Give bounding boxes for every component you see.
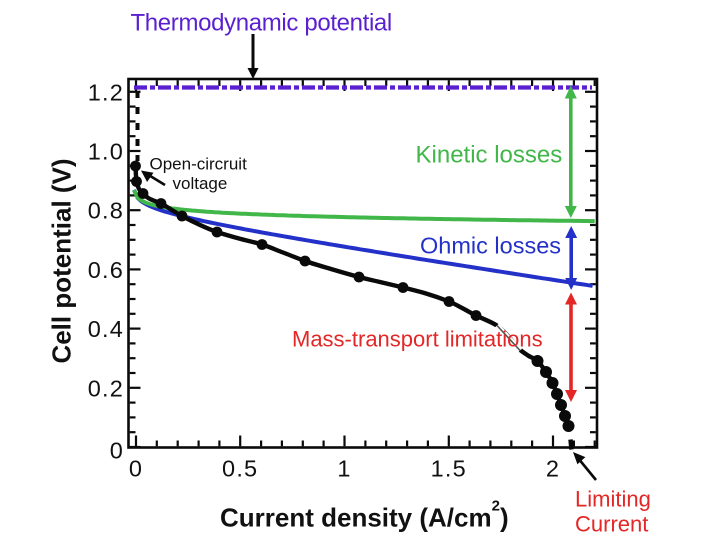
svg-text:voltage: voltage bbox=[173, 174, 228, 193]
svg-text:0.6: 0.6 bbox=[88, 257, 124, 283]
svg-text:Ohmic losses: Ohmic losses bbox=[420, 233, 561, 259]
svg-text:Mass-transport limitations: Mass-transport limitations bbox=[292, 327, 543, 352]
svg-text:Kinetic losses: Kinetic losses bbox=[416, 142, 563, 169]
svg-text:0: 0 bbox=[129, 456, 143, 482]
svg-text:Current: Current bbox=[575, 512, 648, 537]
svg-text:1.2: 1.2 bbox=[88, 79, 124, 105]
svg-text:0.2: 0.2 bbox=[88, 375, 124, 401]
svg-text:1.0: 1.0 bbox=[88, 139, 124, 165]
svg-text:Thermodynamic potential: Thermodynamic potential bbox=[131, 10, 392, 37]
svg-text:1: 1 bbox=[337, 456, 351, 482]
svg-text:0.4: 0.4 bbox=[88, 316, 124, 342]
svg-text:2: 2 bbox=[546, 456, 560, 482]
svg-text:0: 0 bbox=[110, 438, 124, 464]
svg-text:0.8: 0.8 bbox=[88, 198, 124, 224]
svg-text:1.5: 1.5 bbox=[431, 456, 467, 482]
svg-text:Cell potential (V): Cell potential (V) bbox=[46, 158, 76, 363]
svg-text:Limiting: Limiting bbox=[575, 487, 651, 512]
svg-text:Current density (A/cm2): Current density (A/cm2) bbox=[220, 498, 509, 533]
svg-text:0.5: 0.5 bbox=[222, 456, 258, 482]
svg-text:Open-circruit: Open-circruit bbox=[150, 155, 248, 174]
